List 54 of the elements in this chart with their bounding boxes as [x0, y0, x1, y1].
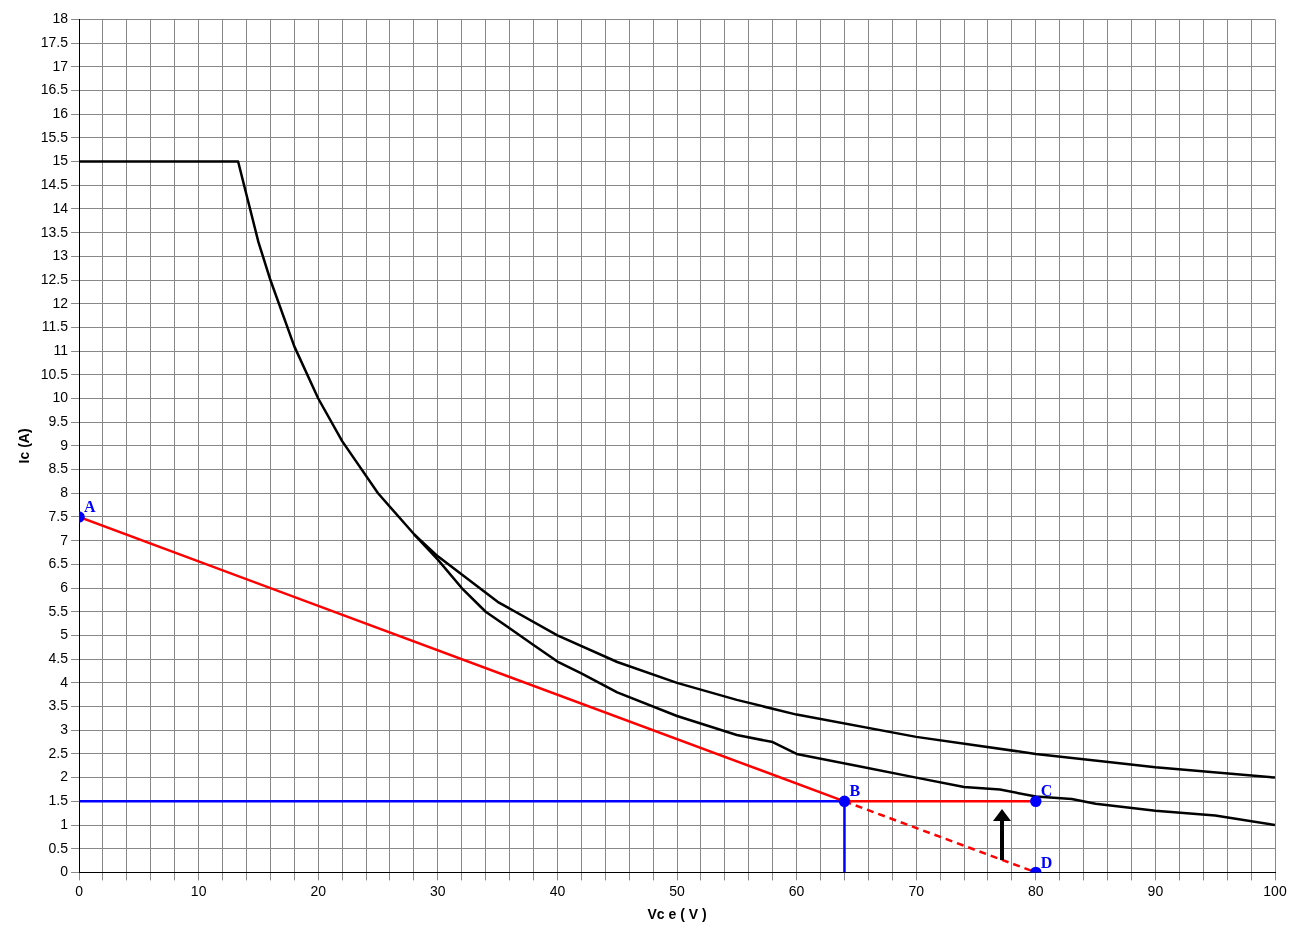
y-tick-label: 16.5 [40, 81, 69, 98]
y-tick-label: 13.5 [40, 223, 69, 240]
annotation: C [1040, 782, 1053, 800]
y-tick-label: 9.5 [48, 413, 69, 430]
annotation: A [84, 498, 97, 516]
y-tick-label: 11 [53, 341, 69, 358]
y-tick-label: 7 [60, 531, 69, 548]
y-tick-label: 8.5 [48, 460, 69, 477]
y-tick-label: 2.5 [48, 744, 69, 761]
y-tick-label: 9 [60, 436, 69, 453]
y-tick-label: 18 [52, 10, 69, 27]
y-tick-label: 5.5 [48, 602, 69, 619]
annotation: D [1040, 853, 1053, 871]
y-tick-label: 8 [60, 484, 69, 501]
x-tick-label: 20 [310, 882, 327, 899]
y-tick-label: 16 [52, 105, 69, 122]
x-tick-label: 10 [190, 882, 207, 899]
y-tick-label: 4 [60, 673, 69, 690]
x-tick-label: 70 [908, 882, 925, 899]
x-tick-label: 0 [75, 882, 84, 899]
x-tick-label: 90 [1147, 882, 1164, 899]
x-tick-label: 80 [1028, 882, 1044, 899]
y-tick-label: 3 [60, 721, 69, 738]
y-tick-label: 15.5 [40, 128, 69, 145]
y-tick-label: 6 [60, 578, 69, 595]
y-tick-label: 5 [60, 626, 69, 643]
y-tick-label: 6.5 [48, 555, 69, 572]
y-tick-label: 2 [60, 768, 69, 785]
annotation: B [849, 782, 861, 800]
y-tick-label: 0 [60, 863, 69, 880]
y-tick-label: 14.5 [40, 176, 69, 193]
x-tick-label: 100 [1263, 882, 1287, 899]
y-tick-label: 4.5 [48, 650, 69, 667]
x-tick-label: 60 [788, 882, 805, 899]
y-tick-label: 10.5 [40, 365, 69, 382]
x-tick-label: 30 [430, 882, 446, 899]
y-tick-label: 0.5 [48, 839, 69, 856]
y-tick-label: 12 [52, 294, 69, 311]
y-tick-label: 1.5 [48, 792, 69, 809]
y-tick-label: 15 [52, 152, 69, 169]
y-tick-label: 10 [52, 389, 69, 406]
y-axis-title: Ic (A) [16, 428, 33, 464]
y-tick-label: 1 [60, 815, 69, 832]
x-axis-title: Vc e ( V ) [647, 906, 707, 923]
y-tick-label: 7.5 [48, 507, 69, 524]
y-tick-label: 11.5 [41, 318, 69, 335]
x-tick-label: 40 [549, 882, 566, 899]
y-tick-label: 17.5 [40, 33, 69, 50]
x-tick-label: 50 [669, 882, 686, 899]
y-tick-label: 17 [52, 57, 69, 74]
y-tick-label: 12.5 [40, 270, 69, 287]
y-tick-label: 3.5 [48, 697, 69, 714]
y-tick-label: 14 [52, 199, 69, 216]
y-tick-label: 13 [52, 247, 69, 264]
